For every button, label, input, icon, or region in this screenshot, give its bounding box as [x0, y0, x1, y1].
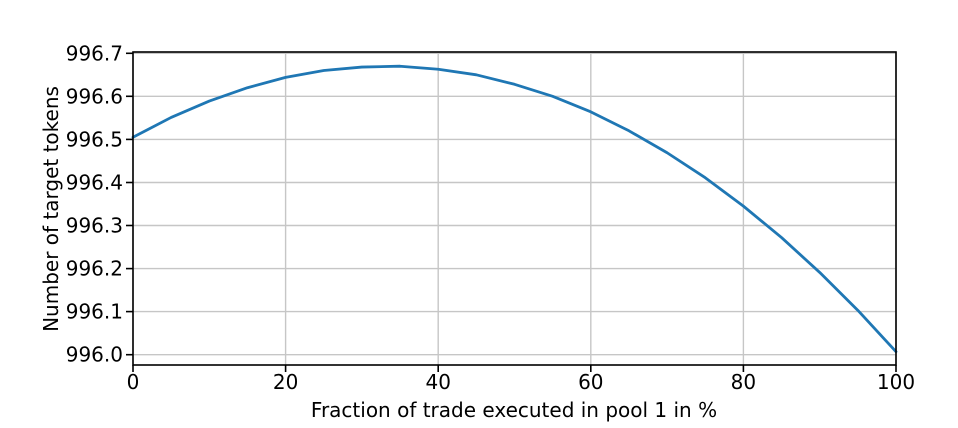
grid-layer	[132, 52, 897, 365]
y-tick-label: 996.7	[66, 41, 123, 65]
x-axis-label: Fraction of trade executed in pool 1 in …	[311, 398, 717, 422]
y-tick-label: 996.1	[66, 300, 123, 324]
x-tick-label: 60	[578, 370, 603, 394]
x-tick-label: 80	[731, 370, 756, 394]
y-tick-label: 996.4	[66, 171, 123, 195]
tick-label-layer: 0 20 40 60 80 100 996.0 996.1 996.2 996.3 996.4 996…	[66, 41, 915, 394]
y-tick-label: 996.5	[66, 127, 123, 151]
x-tick-label: 0	[127, 370, 140, 394]
y-tick-label: 996.2	[66, 257, 123, 281]
x-tick-label: 40	[425, 370, 450, 394]
curve-layer	[131, 64, 898, 354]
plot-spines	[132, 51, 897, 366]
x-tick-label: 100	[877, 370, 915, 394]
y-axis-label: Number of target tokens	[39, 86, 63, 332]
data-line	[131, 64, 898, 354]
x-tick-label: 20	[273, 370, 298, 394]
axes-layer	[126, 51, 897, 372]
y-tick-label: 996.3	[66, 214, 123, 238]
y-tick-label: 996.0	[66, 343, 123, 367]
y-tick-label: 996.6	[66, 84, 123, 108]
